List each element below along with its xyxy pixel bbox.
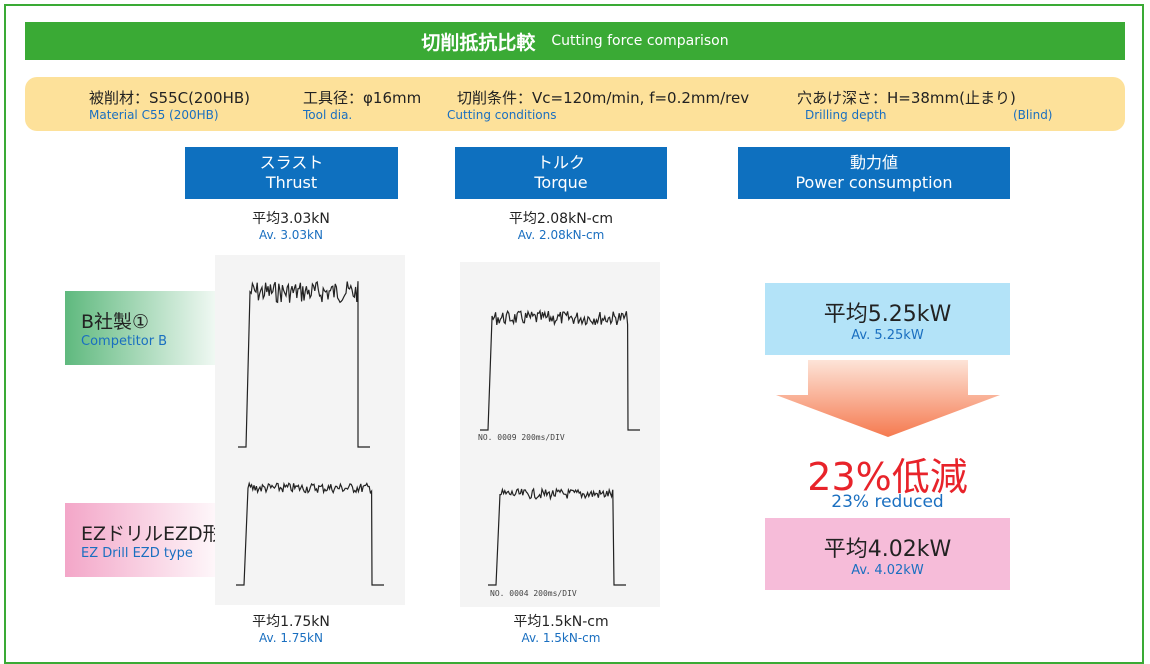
graph-caption: NO. 0009 200ms/DIV bbox=[478, 433, 565, 442]
power-en: Av. 4.02kW bbox=[765, 563, 1010, 578]
graph-caption: NO. 0004 200ms/DIV bbox=[490, 589, 577, 598]
power-en: Av. 5.25kW bbox=[765, 328, 1010, 343]
reduction-en: 23% reduced bbox=[740, 492, 1035, 512]
power-ja: 平均5.25kW bbox=[765, 296, 1010, 328]
power-ja: 平均4.02kW bbox=[765, 531, 1010, 563]
page: {"header":{"title_ja":"切削抵抗比較","title_en… bbox=[0, 0, 1150, 655]
arrow bbox=[776, 360, 1000, 437]
graph-bg bbox=[215, 255, 405, 605]
